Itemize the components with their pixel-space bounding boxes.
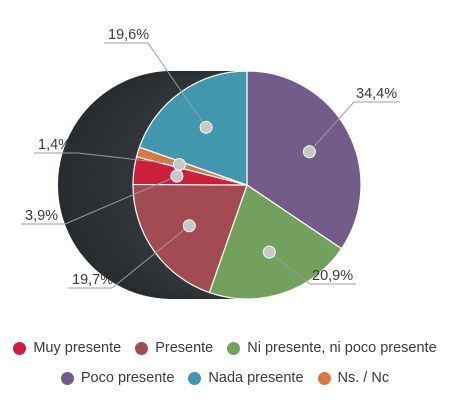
legend-label: Muy presente	[33, 340, 122, 356]
legend-swatch	[60, 371, 74, 385]
legend-item-muy-presente: Muy presente	[13, 340, 121, 356]
label-dot-nada-presente	[199, 120, 213, 134]
leader-line-muy-presente	[64, 175, 178, 225]
leader-line-ns-nc	[77, 152, 180, 166]
legend-swatch	[317, 371, 331, 385]
pie-slice-presente	[132, 183, 248, 294]
legend-label: Poco presente	[80, 370, 175, 386]
data-label-ni-presente-ni-poco-presente: 20,9%	[312, 268, 353, 284]
pie-leader-lines	[21, 42, 400, 289]
legend-row-1: Muy presente Presente Ni presente, ni poco…	[0, 340, 450, 356]
data-label-poco-presente: 34,4%	[356, 86, 397, 102]
data-label-muy-presente: 3,9%	[25, 208, 58, 224]
pie-data-labels: 34,4% 20,9% 19,7% 3,9% 1,4% 19,6%	[25, 27, 397, 288]
label-dot-ni-presente-ni-poco-presente	[262, 245, 276, 259]
leader-line-presente	[111, 225, 190, 289]
legend-swatch	[188, 371, 202, 385]
legend-label: Nada presente	[208, 370, 304, 386]
leader-line-poco-presente	[309, 101, 355, 153]
legend-item-nada-presente: Nada presente	[188, 370, 304, 386]
legend-item-presente: Presente	[135, 340, 213, 356]
pie-slices	[132, 70, 362, 300]
pie-chart: 34,4% 20,9% 19,7% 3,9% 1,4% 19,6%	[21, 27, 400, 300]
label-dot-poco-presente	[302, 145, 316, 159]
legend-label: Presente	[155, 340, 214, 356]
pie-slice-nada-presente	[138, 70, 248, 186]
legend-swatch	[135, 341, 149, 355]
pie-slice-ni-presente-ni-poco-presente	[208, 184, 343, 300]
data-label-nada-presente: 19,6%	[108, 27, 149, 43]
leader-line-ni-presente-ni-poco-presente	[268, 251, 311, 285]
data-label-ns-nc: 1,4%	[38, 137, 71, 153]
legend-label: Ni presente, ni poco presente	[247, 340, 437, 356]
label-dot-presente	[182, 219, 196, 233]
label-dot-ns-nc	[172, 158, 186, 172]
label-dot-muy-presente	[170, 169, 184, 183]
legend-item-ni-presente-ni-poco-presente: Ni presente, ni poco presente	[227, 340, 437, 356]
data-label-presente: 19,7%	[72, 272, 113, 288]
legend-item-ns-nc: Ns. / Nc	[317, 370, 390, 386]
legend-swatch	[13, 341, 27, 355]
legend-label: Ns. / Nc	[337, 370, 390, 386]
legend-row-2: Poco presente Nada presente Ns. / Nc	[0, 370, 450, 386]
legend-swatch	[227, 341, 241, 355]
legend-item-poco-presente: Poco presente	[60, 370, 175, 386]
leader-line-nada-presente	[147, 42, 207, 128]
pie-slice-poco-presente	[246, 70, 362, 250]
